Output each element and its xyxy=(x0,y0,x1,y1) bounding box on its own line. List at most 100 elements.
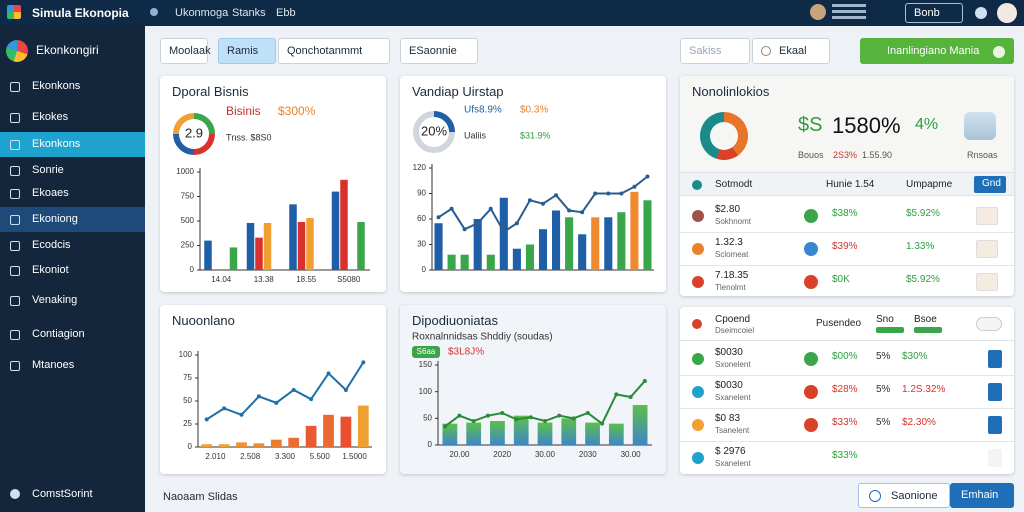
row-action[interactable] xyxy=(976,240,998,258)
footer-title: Naoaam Slidas xyxy=(163,491,238,503)
table-cell: $0K xyxy=(832,274,850,285)
x-tick-label: 13.38 xyxy=(254,275,275,284)
footer-button[interactable]: Saonione xyxy=(858,483,950,508)
icon xyxy=(692,353,704,365)
row-action[interactable] xyxy=(988,416,1002,434)
row-action[interactable] xyxy=(976,207,998,225)
tab-label: Moolaak xyxy=(169,45,211,57)
bar xyxy=(490,421,505,445)
nav-item[interactable]: Ekoniong xyxy=(0,207,145,232)
user-name: Bonb xyxy=(914,7,940,19)
search-box[interactable]: Sakiss xyxy=(680,38,750,64)
bar xyxy=(643,200,652,270)
bar xyxy=(591,217,600,270)
toggle[interactable] xyxy=(976,317,1002,331)
bar xyxy=(513,415,529,445)
icon xyxy=(804,242,818,256)
chart-title: Vandiap Uirstap xyxy=(412,84,504,99)
sidebar-footer[interactable]: ComstSorint xyxy=(32,488,93,500)
line-point xyxy=(457,413,462,418)
nav-item[interactable]: Ekoaes xyxy=(0,181,145,206)
nav-item[interactable]: Mtanoes xyxy=(0,353,145,378)
header-cell: Sotmodt xyxy=(715,179,753,190)
donut-label: 20% xyxy=(421,123,447,138)
nav-item[interactable]: Contiagion xyxy=(0,322,145,347)
x-tick-label: 20.00 xyxy=(449,450,470,459)
nav-icon xyxy=(10,166,20,176)
tab[interactable]: Ramis xyxy=(218,38,276,64)
line-point xyxy=(309,397,314,402)
search-box-label: Sakiss xyxy=(689,45,722,57)
header-button[interactable]: Gnd xyxy=(974,176,1006,193)
bar xyxy=(331,191,340,270)
row-action[interactable] xyxy=(988,350,1002,368)
nav-link[interactable]: Ukonmoga xyxy=(175,7,229,19)
bar xyxy=(604,217,613,270)
y-tick-label: 100 xyxy=(179,350,193,359)
filter-dropdown-label: Ekaal xyxy=(779,45,807,57)
x-tick-label: 1.5000 xyxy=(342,452,367,461)
table-cell: Tlenolmt xyxy=(715,283,746,292)
action-button[interactable]: Inanlingiano Mania xyxy=(860,38,1014,64)
icon xyxy=(692,386,704,398)
bar xyxy=(229,247,238,270)
table-cell: $33% xyxy=(832,450,858,461)
y-tick-label: 30 xyxy=(417,240,426,249)
row-action[interactable] xyxy=(976,273,998,291)
chart-canvas: 0 25 50 75 100 2.010 2.508 3.300 5.500 1.5000 xyxy=(179,350,372,461)
summary-value: 1580% xyxy=(832,113,901,138)
line-point xyxy=(632,184,637,189)
nav-item[interactable]: Ekonkons xyxy=(0,132,145,157)
donut-segment xyxy=(173,113,215,155)
summary-sub: Rnsoas xyxy=(967,150,998,160)
nav-link[interactable]: Ebb xyxy=(276,7,296,19)
summary-sub: 2S3% xyxy=(833,150,858,160)
table-cell: 1.32.3 xyxy=(715,237,743,248)
y-tick-label: 750 xyxy=(181,192,195,201)
nav-item[interactable]: Venaking xyxy=(0,288,145,313)
x-tick-label: S5080 xyxy=(337,275,361,284)
bar xyxy=(340,179,348,270)
dropdown[interactable]: Qonchotanmmt xyxy=(278,38,390,64)
row-action[interactable] xyxy=(988,449,1002,467)
donut-segment xyxy=(173,113,215,155)
tab[interactable]: Moolaak xyxy=(160,38,211,64)
summary-sub: 1.55.90 xyxy=(862,150,893,160)
footer-button[interactable]: Emhain xyxy=(950,483,1014,508)
nav-label: Mtanoes xyxy=(32,359,75,371)
y-tick-label: 0 xyxy=(188,442,193,451)
dropdown[interactable]: ESaonnie xyxy=(400,38,478,64)
nav-item[interactable]: Ekoniot xyxy=(0,258,145,283)
badge-label: S6aa xyxy=(417,347,436,356)
chart-label: Ualiis xyxy=(464,130,487,140)
line-point xyxy=(436,215,441,220)
nav-link[interactable]: Stanks xyxy=(232,7,266,19)
sidebar: Ekonkongiri Ekonkons Ekokes Ekonkons Sonrie E… xyxy=(0,26,145,512)
nav-item[interactable]: Ecodcis xyxy=(0,233,145,258)
filter-dropdown[interactable]: Ekaal xyxy=(752,38,830,64)
line-point xyxy=(628,395,633,399)
donut-segment xyxy=(413,111,455,153)
nav-icon xyxy=(10,361,20,371)
line-point xyxy=(361,360,366,365)
summary-image xyxy=(964,112,996,140)
nav-label: Ekokes xyxy=(32,111,69,123)
line-point xyxy=(471,419,476,423)
user-button[interactable]: Bonb xyxy=(905,3,963,23)
table-cell: Sxanelent xyxy=(715,459,751,468)
row-action[interactable] xyxy=(988,383,1002,401)
chart-label: Tnss. $8S0 xyxy=(226,132,272,142)
icon xyxy=(804,385,818,399)
line-point xyxy=(514,221,519,226)
nav-item[interactable]: Ekonkons xyxy=(0,74,145,99)
table-header: Sotmodt Hunie 1.54 Umpapme Gnd xyxy=(680,172,1014,196)
nav-item[interactable]: Ekokes xyxy=(0,105,145,130)
icon xyxy=(804,275,818,289)
line-point xyxy=(600,421,605,426)
line-point xyxy=(291,387,296,392)
line-point xyxy=(543,419,547,423)
nav-item[interactable]: Sonrie xyxy=(0,158,145,183)
line-point xyxy=(204,417,209,422)
bar xyxy=(538,229,548,270)
line-point xyxy=(554,193,559,198)
